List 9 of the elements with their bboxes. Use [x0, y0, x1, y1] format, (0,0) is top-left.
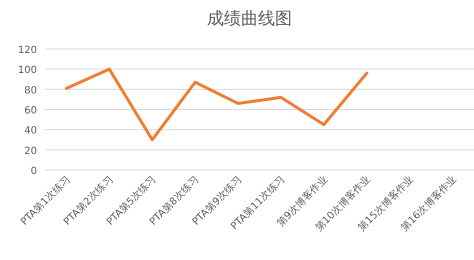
chart-title: 成绩曲线图: [207, 9, 292, 29]
y-tick-label: 100: [18, 65, 37, 76]
y-tick-label: 60: [24, 106, 37, 116]
line-series: [64, 68, 368, 142]
y-tick-label: 40: [24, 126, 37, 137]
y-tick-label: 0: [30, 166, 37, 177]
y-tick-label: 120: [18, 45, 37, 56]
y-tick-label: 80: [24, 85, 37, 96]
y-tick-label: 20: [24, 146, 37, 157]
